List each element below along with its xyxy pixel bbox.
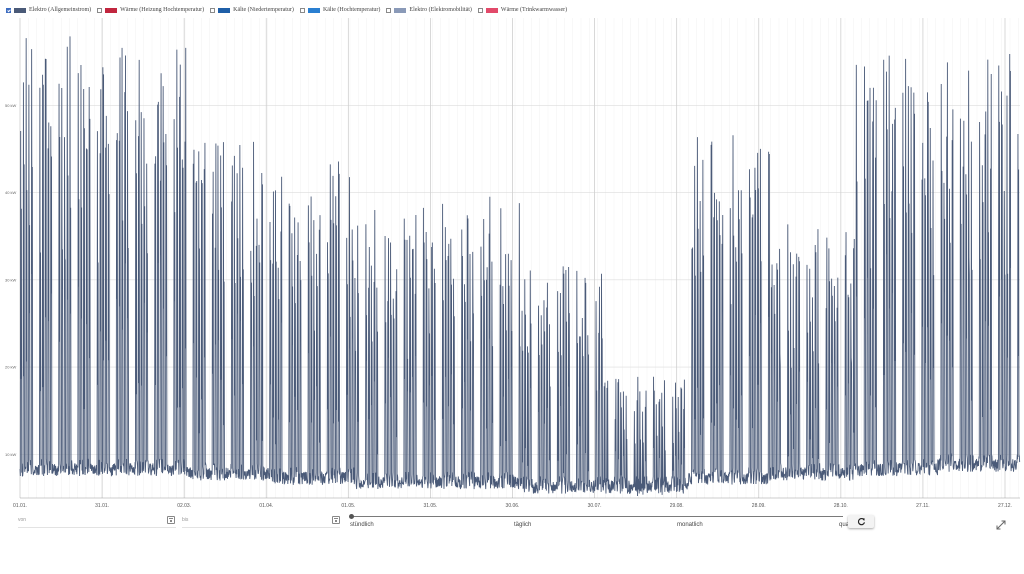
- x-tick-label: 31.01.: [95, 503, 109, 509]
- x-tick-label: 29.08.: [670, 503, 684, 509]
- legend-item[interactable]: Wärme (Trinkwarmwasser): [477, 7, 568, 13]
- resolution-option-monatlich[interactable]: monatlich: [677, 522, 703, 528]
- x-tick-label: 30.06.: [506, 503, 520, 509]
- line-chart: 10 kW 20 kW 30 kW 40 kW 50 kW 01.01. 31.01. 02…: [5, 18, 1021, 509]
- x-tick-label: 01.04.: [259, 503, 273, 509]
- legend-checkbox[interactable]: [477, 7, 483, 13]
- legend-label: Wärme (Heizung Hochtemperatur): [120, 7, 205, 13]
- from-calendar-icon[interactable]: [167, 516, 175, 524]
- expand-icon: [996, 520, 1006, 530]
- x-tick-label: 28.10.: [834, 503, 848, 509]
- legend-swatch: [105, 7, 118, 13]
- legend-checkbox[interactable]: [299, 7, 305, 13]
- legend-label: Kälte (Hochtemperatur): [322, 7, 381, 13]
- to-date-placeholder: bis: [182, 517, 189, 523]
- legend-checkbox[interactable]: [210, 7, 216, 13]
- legend-label: Kälte (Niedertemperatur): [233, 7, 294, 13]
- legend-label: Elektro (Allgemeinstrom): [29, 7, 92, 13]
- series-line: [19, 36, 1021, 497]
- legend-label: Wärme (Trinkwarmwasser): [500, 7, 568, 13]
- y-tick-label: 20 kW: [5, 365, 17, 370]
- legend-swatch: [394, 7, 407, 13]
- x-tick-label: 28.09.: [752, 503, 766, 509]
- legend-swatch: [485, 7, 498, 13]
- x-tick-label: 01.05.: [341, 503, 355, 509]
- y-tick-label: 30 kW: [5, 277, 17, 282]
- legend-label: Elektro (Elektromobilität): [409, 7, 472, 13]
- legend-checkbox[interactable]: [97, 7, 103, 13]
- x-tick-label: 01.01.: [13, 503, 27, 509]
- resolution-slider-track[interactable]: [351, 516, 843, 517]
- legend-item[interactable]: Kälte (Niedertemperatur): [210, 7, 294, 13]
- from-date-field[interactable]: von: [18, 516, 176, 528]
- x-tick-label: 02.03.: [177, 503, 191, 509]
- to-date-field[interactable]: bis: [182, 516, 340, 528]
- y-tick-label: 40 kW: [5, 190, 17, 195]
- from-date-placeholder: von: [18, 517, 27, 523]
- x-tick-label: 30.07.: [588, 503, 602, 509]
- legend-checkbox[interactable]: [6, 7, 11, 13]
- resolution-option-stuendlich[interactable]: stündlich: [350, 522, 374, 528]
- chart-legend: Elektro (Allgemeinstrom) Wärme (Heizung H…: [6, 4, 567, 16]
- y-tick-label: 50 kW: [5, 103, 17, 108]
- x-axis-labels: 01.01. 31.01. 02.03. 01.04. 01.05. 31.05. 30.0…: [13, 503, 1012, 509]
- expand-chart-button[interactable]: [996, 517, 1006, 530]
- legend-item[interactable]: Elektro (Allgemeinstrom): [6, 7, 91, 13]
- x-tick-label: 27.11.: [916, 503, 930, 509]
- legend-swatch: [14, 7, 26, 13]
- x-tick-label: 27.12.: [998, 503, 1012, 509]
- y-axis-labels: 10 kW 20 kW 30 kW 40 kW 50 kW: [5, 103, 17, 457]
- resolution-option-taeglich[interactable]: täglich: [514, 522, 532, 528]
- y-tick-label: 10 kW: [5, 452, 17, 457]
- legend-item[interactable]: Elektro (Elektromobilität): [386, 7, 472, 13]
- legend-swatch: [307, 7, 320, 13]
- chart-controls: von bis stündlich täglich monatlich quar…: [0, 513, 1024, 543]
- legend-checkbox[interactable]: [386, 7, 392, 13]
- to-calendar-icon[interactable]: [332, 516, 340, 524]
- x-tick-label: 31.05.: [423, 503, 437, 509]
- reset-zoom-button[interactable]: [848, 515, 874, 528]
- series-elektro-allgemeinstrom: [19, 36, 1021, 497]
- resolution-slider-thumb[interactable]: [349, 514, 354, 519]
- legend-item[interactable]: Kälte (Hochtemperatur): [299, 7, 381, 13]
- legend-item[interactable]: Wärme (Heizung Hochtemperatur): [97, 7, 204, 13]
- reset-icon: [857, 517, 865, 526]
- legend-swatch: [218, 7, 231, 13]
